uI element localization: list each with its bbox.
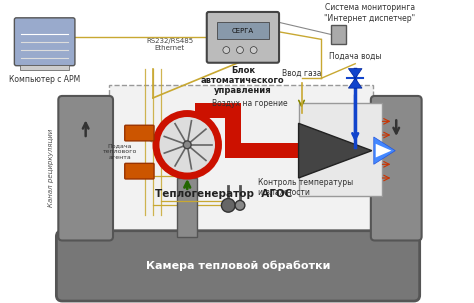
Circle shape (183, 141, 191, 149)
Text: RS232/RS485
Ethernet: RS232/RS485 Ethernet (146, 38, 193, 51)
Circle shape (250, 47, 257, 53)
Text: Подача
теплового
агента: Подача теплового агента (103, 143, 137, 160)
Bar (331, 25, 346, 44)
Text: Камера тепловой обработки: Камера тепловой обработки (146, 261, 330, 271)
Circle shape (223, 47, 230, 53)
Bar (225, 103, 241, 118)
FancyBboxPatch shape (125, 163, 154, 179)
Bar (299, 103, 382, 195)
Text: Воздух на горение: Воздух на горение (212, 99, 287, 108)
Bar (225, 103, 241, 158)
Text: Система мониторинга
"Интернет диспетчер": Система мониторинга "Интернет диспетчер" (324, 3, 415, 23)
FancyBboxPatch shape (56, 231, 419, 301)
Bar (109, 85, 373, 237)
Bar (217, 22, 269, 39)
Circle shape (235, 201, 245, 210)
Text: Блок
автоматического
управления: Блок автоматического управления (201, 66, 285, 95)
Bar (20, 65, 69, 70)
Text: Канал рециркуляции: Канал рециркуляции (47, 129, 54, 207)
Text: Теплогенератор  АГОС: Теплогенератор АГОС (155, 188, 292, 199)
Text: Подача воды: Подача воды (329, 52, 382, 61)
Circle shape (156, 114, 219, 176)
FancyBboxPatch shape (371, 96, 422, 241)
Polygon shape (376, 144, 392, 158)
Text: Ввод газа: Ввод газа (282, 69, 321, 78)
Circle shape (237, 47, 243, 53)
FancyBboxPatch shape (207, 12, 279, 63)
Bar (177, 178, 197, 237)
Circle shape (221, 198, 235, 212)
FancyBboxPatch shape (14, 18, 75, 66)
FancyBboxPatch shape (58, 96, 113, 241)
Polygon shape (348, 78, 362, 88)
Text: Контроль температуры
и влажности: Контроль температуры и влажности (257, 178, 353, 198)
FancyBboxPatch shape (125, 125, 154, 141)
Polygon shape (348, 68, 362, 78)
Bar (195, 103, 225, 118)
Polygon shape (299, 123, 372, 178)
Bar (225, 143, 299, 158)
Polygon shape (374, 137, 395, 164)
Text: СЕРГА: СЕРГА (232, 28, 254, 34)
Text: Компьютер с АРМ: Компьютер с АРМ (9, 75, 80, 85)
